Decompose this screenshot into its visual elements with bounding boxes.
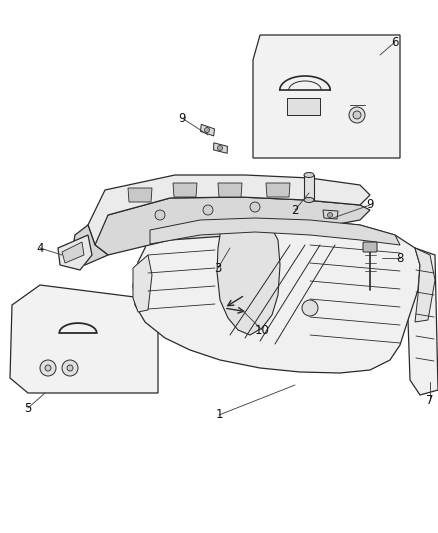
Circle shape	[353, 111, 361, 119]
Polygon shape	[323, 210, 338, 219]
Text: 3: 3	[214, 262, 222, 274]
Text: 9: 9	[178, 111, 186, 125]
Text: 5: 5	[25, 401, 32, 415]
Polygon shape	[217, 222, 280, 335]
Polygon shape	[133, 255, 152, 312]
Circle shape	[155, 210, 165, 220]
Polygon shape	[58, 235, 92, 270]
Text: 10: 10	[254, 324, 269, 336]
Text: 1: 1	[215, 408, 223, 422]
Circle shape	[67, 365, 73, 371]
Text: 8: 8	[396, 252, 404, 264]
Polygon shape	[128, 188, 152, 202]
Polygon shape	[62, 242, 84, 263]
Polygon shape	[88, 197, 370, 255]
Polygon shape	[133, 218, 420, 373]
Polygon shape	[218, 183, 242, 197]
Polygon shape	[72, 225, 108, 265]
Polygon shape	[10, 285, 158, 393]
Circle shape	[205, 127, 209, 133]
Polygon shape	[214, 143, 227, 154]
Text: 6: 6	[391, 36, 399, 49]
Polygon shape	[287, 98, 320, 115]
FancyBboxPatch shape	[363, 242, 377, 252]
Circle shape	[328, 213, 332, 217]
Polygon shape	[408, 248, 438, 395]
Circle shape	[45, 365, 51, 371]
Polygon shape	[304, 175, 314, 200]
Polygon shape	[173, 183, 197, 197]
Circle shape	[62, 360, 78, 376]
Text: 7: 7	[426, 393, 434, 407]
Polygon shape	[150, 218, 400, 245]
Circle shape	[40, 360, 56, 376]
Circle shape	[302, 300, 318, 316]
Circle shape	[349, 107, 365, 123]
Text: 9: 9	[366, 198, 374, 212]
Text: 2: 2	[291, 204, 299, 216]
Polygon shape	[88, 175, 370, 245]
Circle shape	[203, 205, 213, 215]
Ellipse shape	[304, 198, 314, 203]
Circle shape	[250, 202, 260, 212]
Polygon shape	[415, 248, 435, 322]
Text: 4: 4	[36, 241, 44, 254]
Ellipse shape	[304, 173, 314, 177]
Polygon shape	[253, 35, 400, 158]
Polygon shape	[266, 183, 290, 197]
Circle shape	[218, 146, 223, 150]
Polygon shape	[201, 124, 215, 136]
